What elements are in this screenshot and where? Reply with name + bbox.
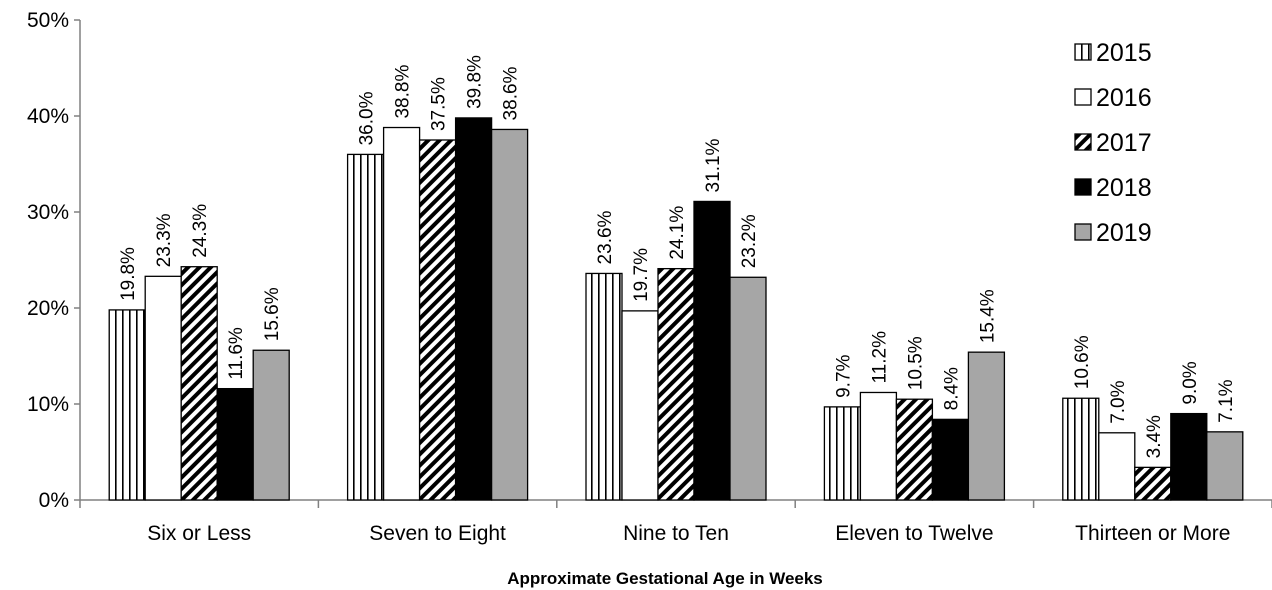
bar <box>252 349 290 501</box>
legend-label: 2017 <box>1096 129 1152 157</box>
data-label: 23.2% <box>739 214 760 268</box>
legend-swatch <box>1074 178 1092 196</box>
data-label: 3.4% <box>1144 415 1165 458</box>
bar <box>382 126 421 501</box>
bar <box>1170 412 1208 501</box>
x-tick-label: Thirteen or More <box>1075 522 1230 545</box>
data-label: 36.0% <box>357 91 378 145</box>
bar <box>144 275 182 501</box>
x-tick-label: Seven to Eight <box>369 522 506 545</box>
bar <box>931 418 970 501</box>
data-label: 11.2% <box>869 331 890 384</box>
bar <box>823 406 862 501</box>
legend-label: 2018 <box>1096 174 1152 202</box>
legend-label: 2015 <box>1096 39 1152 67</box>
data-label: 19.7% <box>631 248 652 302</box>
data-label: 23.3% <box>154 213 175 267</box>
bar <box>859 391 898 501</box>
data-label: 9.7% <box>833 354 854 397</box>
x-axis-title: Approximate Gestational Age in Weeks <box>507 569 823 588</box>
bar <box>418 139 457 501</box>
bar <box>346 153 385 501</box>
data-label: 23.6% <box>595 210 616 264</box>
bar <box>180 266 218 501</box>
bars <box>108 117 1244 501</box>
bar <box>729 276 767 501</box>
data-label: 19.8% <box>118 247 139 301</box>
y-tick-label: 10% <box>27 393 69 416</box>
bar <box>895 398 934 501</box>
legend-swatch <box>1074 223 1092 241</box>
data-label: 11.6% <box>226 327 247 380</box>
data-label: 7.0% <box>1108 380 1129 423</box>
bar <box>657 267 695 501</box>
y-tick-label: 0% <box>39 489 69 512</box>
bar <box>693 200 731 501</box>
bar <box>1134 466 1172 501</box>
data-label: 7.1% <box>1216 379 1237 422</box>
bar <box>1206 431 1244 501</box>
data-label: 15.4% <box>977 289 998 343</box>
data-label: 37.5% <box>429 77 450 131</box>
bar <box>490 128 529 501</box>
x-tick-label: Nine to Ten <box>623 522 729 545</box>
bar <box>454 117 493 501</box>
data-label: 10.5% <box>905 336 926 390</box>
bar <box>108 309 146 501</box>
y-tick-label: 30% <box>27 201 69 224</box>
x-tick-label: Eleven to Twelve <box>835 522 993 545</box>
y-tick-label: 20% <box>27 297 69 320</box>
data-label: 24.1% <box>667 206 688 260</box>
y-tick-label: 50% <box>27 9 69 32</box>
data-label: 15.6% <box>262 287 283 341</box>
data-label: 10.6% <box>1072 335 1093 389</box>
bar <box>967 351 1006 501</box>
data-labels: 19.8% 23.3% 24.3% 11.6% 15.6% 36.0% 38.8% 37.5%… <box>118 55 1237 458</box>
bar <box>621 310 659 501</box>
data-label: 9.0% <box>1180 361 1201 404</box>
legend-label: 2019 <box>1096 219 1152 247</box>
data-label: 39.8% <box>465 55 486 109</box>
x-axis: Six or Less Seven to Eight Nine to Ten Elev… <box>79 499 1272 545</box>
data-label: 24.3% <box>190 204 211 258</box>
legend-swatch <box>1074 133 1092 151</box>
data-label: 38.6% <box>501 66 522 120</box>
bar <box>1098 432 1136 501</box>
legend: 2015 2016 2017 2018 2019 <box>1074 39 1152 247</box>
y-tick-label: 40% <box>27 105 69 128</box>
x-tick-label: Six or Less <box>147 522 251 545</box>
data-label: 8.4% <box>941 367 962 410</box>
legend-swatch <box>1074 43 1092 61</box>
data-label: 31.1% <box>703 138 724 192</box>
y-axis: 0% 10% 20% 30% 40% 50% <box>27 9 81 512</box>
bar <box>1062 397 1100 501</box>
legend-swatch <box>1074 88 1092 106</box>
bar <box>585 272 623 501</box>
legend-label: 2016 <box>1096 84 1152 112</box>
bar <box>216 387 254 501</box>
data-label: 38.8% <box>393 65 414 119</box>
